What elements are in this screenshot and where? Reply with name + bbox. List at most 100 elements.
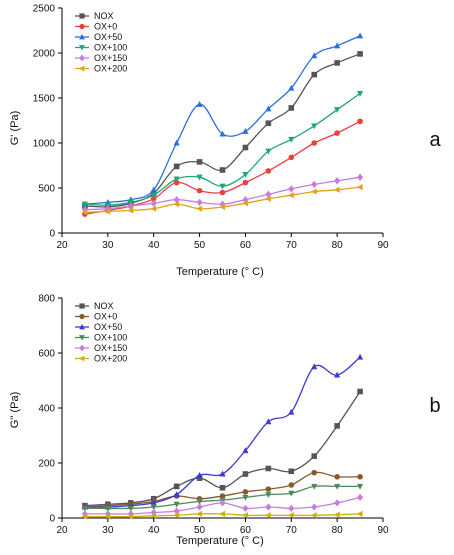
chart-b-series-4 bbox=[81, 493, 364, 518]
chart-a-legend-label: OX+150 bbox=[94, 53, 127, 63]
chart-b-data-point bbox=[150, 512, 157, 519]
chart-a-data-point bbox=[265, 148, 272, 155]
chart-a-data-point bbox=[196, 100, 203, 107]
chart-b-y-tick-label: 400 bbox=[38, 404, 55, 415]
chart-b-legend-label: OX+100 bbox=[94, 333, 127, 343]
chart-b-data-point bbox=[265, 418, 272, 425]
chart-a-data-point bbox=[219, 189, 226, 196]
chart-b-y-tick-label: 600 bbox=[38, 349, 55, 360]
chart-a-data-point bbox=[288, 185, 295, 193]
chart-b-data-point bbox=[288, 490, 295, 497]
chart-a-data-point bbox=[173, 176, 180, 183]
chart-b-data-point bbox=[150, 508, 157, 517]
chart-a-data-point bbox=[334, 60, 340, 66]
chart-b-legend-marker bbox=[79, 335, 85, 341]
chart-a-data-point bbox=[265, 190, 272, 198]
chart-a-data-point bbox=[81, 205, 89, 214]
chart-a-x-tick-label: 20 bbox=[56, 240, 68, 251]
chart-b-data-point bbox=[104, 505, 111, 512]
chart-a-y-tick-label: 2500 bbox=[33, 4, 56, 15]
chart-a-data-point bbox=[150, 192, 157, 199]
chart-a-data-point bbox=[311, 180, 318, 189]
chart-b-plot: 20 30 40 50 60 70 80 90 0 200 400 600 800 NOXOX+0OX+5… bbox=[38, 294, 389, 537]
chart-a-data-point bbox=[356, 90, 364, 97]
chart-b-data-point bbox=[264, 512, 271, 519]
chart-a-data-point bbox=[334, 177, 341, 185]
chart-a-x-tick-label: 30 bbox=[102, 240, 114, 251]
chart-b-data-point bbox=[127, 505, 134, 512]
chart-a-data-point bbox=[196, 198, 203, 207]
chart-b-data-point bbox=[334, 483, 341, 490]
chart-a-data-point bbox=[242, 144, 249, 151]
chart-b-data-point bbox=[173, 501, 180, 508]
chart-b-legend-label: NOX bbox=[94, 301, 114, 311]
chart-a-data-point bbox=[150, 196, 157, 202]
chart-b-data-point bbox=[81, 505, 89, 512]
chart-b-legend-marker bbox=[78, 355, 85, 362]
chart-b-y-tick-label: 0 bbox=[49, 514, 55, 525]
chart-b-data-point bbox=[104, 513, 111, 520]
chart-b-data-point bbox=[196, 498, 203, 505]
chart-a-x-tick-label: 80 bbox=[332, 240, 344, 251]
chart-a-data-point bbox=[173, 163, 180, 170]
chart-a-data-point bbox=[242, 200, 248, 207]
chart-b-ylabel: G'' (Pa) bbox=[9, 392, 21, 429]
chart-b-y-tick-label: 800 bbox=[38, 294, 55, 305]
chart-b-data-point bbox=[242, 504, 249, 513]
chart-b-data-point bbox=[357, 473, 363, 480]
chart-a-xlabel: Temperature (° C) bbox=[176, 266, 264, 278]
chart-b-data-point bbox=[173, 491, 180, 498]
chart-b-data-point bbox=[196, 472, 203, 478]
chart-a-x-tick-label: 50 bbox=[194, 240, 206, 251]
chart-b-legend-marker bbox=[79, 313, 85, 320]
chart-a-data-point bbox=[173, 201, 180, 208]
chart-b-data-point bbox=[288, 468, 295, 475]
chart-a-y-tick-label: 1500 bbox=[33, 94, 56, 105]
chart-a-series-5 bbox=[81, 184, 363, 216]
chart-a-y-tick-label: 0 bbox=[49, 229, 55, 240]
chart-a-data-point bbox=[242, 179, 249, 186]
chart-b-data-point bbox=[311, 469, 318, 476]
chart-b-data-point bbox=[81, 513, 88, 520]
chart-a-data-point bbox=[104, 208, 111, 215]
chart-b-data-point bbox=[265, 503, 272, 511]
chart-a-data-point bbox=[81, 201, 89, 208]
chart-a-data-point bbox=[265, 105, 272, 112]
chart-b-series-5 bbox=[81, 510, 363, 520]
chart-b-x-tick-label: 30 bbox=[102, 525, 114, 536]
chart-b-x-tick-label: 60 bbox=[240, 525, 252, 536]
chart-a-y-tick-label: 2000 bbox=[33, 49, 56, 60]
chart-b-data-point bbox=[333, 511, 340, 518]
chart-a-data-point bbox=[242, 171, 249, 178]
chart-a-data-point bbox=[356, 173, 364, 181]
chart-b-data-point bbox=[311, 453, 318, 459]
chart-b-data-point bbox=[196, 475, 203, 481]
chart-b-data-point bbox=[150, 504, 157, 511]
chart-a-data-point bbox=[334, 107, 341, 114]
chart-b-panel-label: b bbox=[429, 395, 440, 417]
chart-a-legend-label: NOX bbox=[94, 11, 114, 21]
chart-a-y-tick-label: 500 bbox=[38, 184, 55, 195]
chart-b-data-point bbox=[334, 499, 341, 507]
chart-a-data-point bbox=[196, 205, 203, 212]
chart-b-data-point bbox=[219, 470, 226, 477]
chart-b-data-point bbox=[311, 363, 318, 370]
chart-b-data-point bbox=[356, 353, 364, 360]
chart-b-x-tick-label: 70 bbox=[286, 525, 298, 536]
chart-a-data-point bbox=[150, 199, 157, 207]
chart-a-legend-marker bbox=[79, 54, 85, 62]
chart-b-data-point bbox=[288, 504, 295, 513]
chart-a-data-point bbox=[173, 139, 180, 146]
chart-b-y-tick-label: 200 bbox=[38, 459, 55, 470]
chart-a-plot: 20 30 40 50 60 70 80 9005001000150020002500NOXO… bbox=[33, 4, 389, 252]
chart-b-data-point bbox=[334, 473, 340, 480]
chart-a-data-point bbox=[196, 174, 203, 181]
chart-b-data-point bbox=[311, 503, 318, 511]
chart-a-data-point bbox=[196, 187, 203, 194]
chart-b-data-point bbox=[311, 483, 318, 490]
chart-a-x-tick-label: 70 bbox=[286, 240, 298, 251]
chart-b-data-point bbox=[356, 493, 364, 502]
chart-a-data-point bbox=[264, 195, 271, 202]
